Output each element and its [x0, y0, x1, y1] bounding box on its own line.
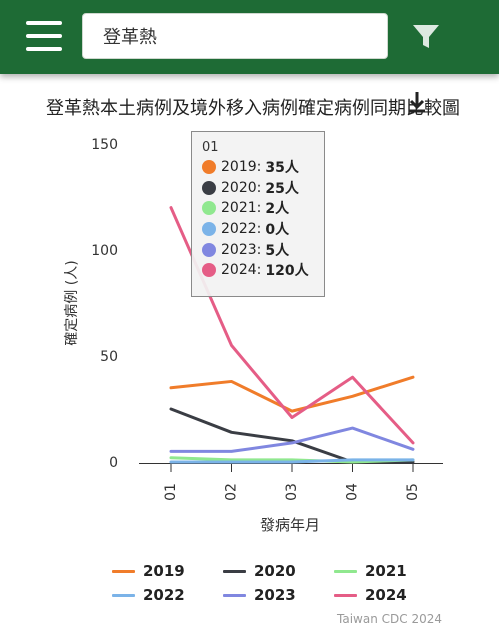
legend-line-swatch: [223, 593, 246, 597]
y-tick-label: 100: [91, 243, 118, 259]
menu-bar-line: [26, 21, 62, 25]
series-line-2022: [169, 458, 415, 464]
x-tick-label: 03: [284, 483, 300, 501]
tooltip-dot: [202, 222, 216, 237]
x-tick-label: 01: [163, 483, 179, 501]
download-icon[interactable]: [406, 90, 428, 116]
legend-line-swatch: [334, 593, 357, 597]
tooltip-rows: 2019: 35人 2020: 25人 2021: 2人 2022: 0人 2023: 5人 202…: [202, 157, 314, 281]
chart-title: 登革熱本土病例及境外移入病例確定病例同期比較圖: [46, 98, 460, 119]
legend-item-2023[interactable]: 2023: [223, 586, 296, 604]
tooltip-dot: [202, 201, 216, 216]
tooltip-series-label: 2023:: [221, 241, 262, 258]
tooltip-header: 01: [202, 140, 219, 155]
tooltip-row: 2022: 0人: [202, 219, 314, 240]
tooltip-series-value: 0人: [265, 222, 290, 239]
legend-line-swatch: [112, 569, 135, 573]
chart-credits: Taiwan CDC 2024: [337, 612, 442, 626]
tooltip-row: 2023: 5人: [202, 239, 314, 260]
series-line-2023: [169, 426, 415, 453]
series-line-2024: [169, 206, 415, 445]
tooltip-series-label: 2022:: [221, 221, 262, 238]
y-tick-label: 0: [109, 455, 118, 471]
tooltip-series-label: 2021:: [221, 200, 262, 217]
tooltip-series-label: 2020:: [221, 179, 262, 196]
tooltip-dot: [202, 263, 216, 278]
x-tick-label: 02: [224, 483, 240, 501]
tooltip-series-value: 5人: [265, 242, 290, 259]
tooltip-row: 2019: 35人: [202, 157, 314, 178]
tooltip-row: 2024: 120人: [202, 260, 314, 281]
legend-item-2019[interactable]: 2019: [112, 562, 185, 580]
tooltip-series-value: 120人: [265, 263, 309, 280]
legend-line-swatch: [334, 569, 357, 573]
legend-item-2020[interactable]: 2020: [223, 562, 296, 580]
disease-search-input[interactable]: [82, 13, 388, 59]
tooltip-series-value: 35人: [265, 160, 299, 177]
legend-item-2021[interactable]: 2021: [334, 562, 407, 580]
chart-title-container: 登革熱本土病例及境外移入病例確定病例同期比較圖: [42, 94, 460, 122]
y-axis-title: 確定病例 (人): [64, 260, 80, 345]
y-tick-label: 150: [91, 137, 118, 153]
legend-label: 2019: [143, 562, 185, 580]
menu-bar-line: [26, 34, 62, 38]
legend-label: 2022: [143, 586, 185, 604]
tooltip-series-value: 25人: [265, 180, 299, 197]
tooltip-series-value: 2人: [265, 201, 290, 218]
legend-item-2024[interactable]: 2024: [334, 586, 407, 604]
x-axis-title: 發病年月: [260, 516, 320, 534]
filter-funnel-icon[interactable]: [408, 20, 444, 54]
tooltip-series-label: 2019:: [221, 159, 262, 176]
tooltip-dot: [202, 242, 216, 257]
x-tick-label: 05: [405, 483, 421, 501]
chart-legend: 2019 2020 2021 2022 2023 2024: [112, 562, 412, 614]
top-app-bar: [0, 0, 499, 74]
legend-line-swatch: [223, 569, 246, 573]
legend-label: 2024: [365, 586, 407, 604]
x-tick-label: 04: [345, 483, 361, 501]
y-tick-label: 50: [100, 349, 118, 365]
legend-label: 2023: [254, 586, 296, 604]
legend-label: 2021: [365, 562, 407, 580]
legend-line-swatch: [112, 593, 135, 597]
series-line-2019: [169, 375, 415, 413]
tooltip-dot: [202, 160, 216, 175]
hamburger-menu-icon[interactable]: [26, 21, 66, 51]
tooltip-dot: [202, 180, 216, 195]
menu-bar-line: [26, 47, 62, 51]
legend-item-2022[interactable]: 2022: [112, 586, 185, 604]
tooltip-row: 2020: 25人: [202, 178, 314, 199]
tooltip-row: 2021: 2人: [202, 198, 314, 219]
tooltip-series-label: 2024:: [221, 262, 262, 279]
legend-label: 2020: [254, 562, 296, 580]
chart-tooltip: 01 2019: 35人 2020: 25人 2021: 2人 2022: 0人 2023: 5人…: [191, 131, 325, 297]
